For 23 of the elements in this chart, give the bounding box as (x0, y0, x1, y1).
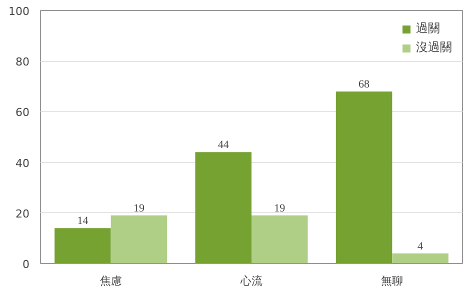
x-tick-label: 無聊 (381, 274, 404, 288)
y-tick-label: 60 (16, 106, 30, 120)
y-tick-label: 0 (22, 258, 30, 271)
data-label: 68 (358, 78, 370, 90)
bar (392, 253, 448, 264)
legend-label: 過關 (416, 20, 440, 37)
bar (252, 215, 308, 264)
bar (110, 215, 168, 264)
data-label: 14 (77, 215, 89, 228)
data-label: 19 (133, 202, 145, 214)
legend-label: 沒過關 (416, 39, 452, 56)
data-label: 19 (274, 202, 286, 214)
y-tick-label: 100 (8, 5, 30, 18)
x-tick-label: 焦慮 (100, 274, 122, 288)
bar (54, 228, 111, 264)
data-label: 4 (418, 240, 424, 252)
y-tick-label: 80 (16, 56, 30, 69)
y-tick-label: 20 (16, 207, 30, 220)
data-label: 44 (218, 139, 230, 152)
x-tick-label: 心流 (240, 274, 262, 288)
bar (195, 152, 252, 264)
bar (336, 91, 392, 264)
y-tick-label: 40 (16, 156, 30, 170)
